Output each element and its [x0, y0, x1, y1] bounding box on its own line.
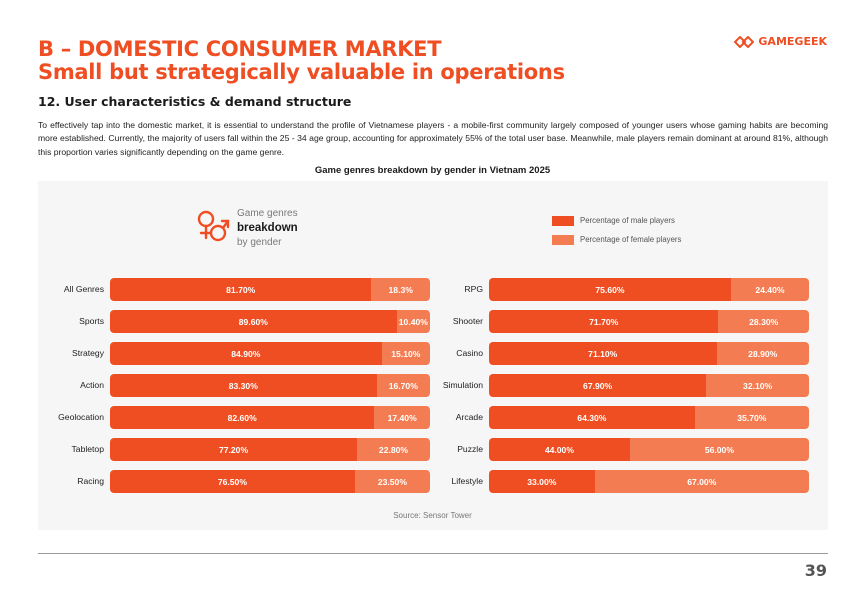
- gamegeek-logo-icon: [734, 35, 755, 48]
- page-number: 39: [804, 561, 827, 580]
- bar-row: 81.70% 18.3%: [110, 278, 430, 301]
- category-label: Geolocation: [58, 412, 104, 422]
- bar-male: 67.90%: [489, 374, 707, 397]
- category-label: Puzzle: [457, 444, 483, 454]
- intro-paragraph: To effectively tap into the domestic mar…: [38, 120, 828, 157]
- bar-male: 44.00%: [489, 438, 630, 461]
- category-label: Lifestyle: [451, 476, 483, 486]
- bar-male: 77.20%: [110, 438, 358, 461]
- bar-female: 17.40%: [374, 406, 430, 429]
- bar-male: 83.30%: [110, 374, 377, 397]
- bar-female: 28.90%: [716, 342, 809, 365]
- bar-row: 71.10% 28.90%: [489, 342, 809, 365]
- panel-label-bold: breakdown: [237, 222, 298, 234]
- page-title-line2: Small but strategically valuable in oper…: [38, 60, 565, 84]
- legend-item-male: Percentage of male players: [552, 211, 681, 230]
- bar-male: 76.50%: [110, 470, 355, 493]
- legend-label-female: Percentage of female players: [580, 235, 682, 244]
- footer-divider: [38, 553, 828, 554]
- category-label: Casino: [456, 348, 483, 358]
- panel-label-top: Game genres: [237, 208, 298, 219]
- bar-female: 10.40%: [396, 310, 430, 333]
- gamegeek-logo: GAMEGEEK: [734, 35, 827, 48]
- bar-row: 71.70% 28.30%: [489, 310, 809, 333]
- panel-label: Game genres breakdown by gender: [237, 207, 298, 250]
- category-label: Racing: [77, 476, 104, 486]
- bar-row: 89.60% 10.40%: [110, 310, 430, 333]
- bar-female: 35.70%: [694, 406, 809, 429]
- category-label: Action: [80, 380, 104, 390]
- page-title-line1: B – DOMESTIC CONSUMER MARKET: [38, 37, 442, 61]
- legend-swatch-female: [552, 234, 574, 245]
- bar-male: 71.70%: [489, 310, 719, 333]
- chart-source: Source: Sensor Tower: [393, 511, 472, 520]
- legend-label-male: Percentage of male players: [580, 216, 675, 225]
- panel-label-bottom: by gender: [237, 237, 282, 248]
- bar-female: 32.10%: [706, 374, 809, 397]
- bar-female: 16.70%: [376, 374, 430, 397]
- bar-male: 64.30%: [489, 406, 695, 429]
- category-label: RPG: [464, 284, 483, 294]
- bar-female: 28.30%: [718, 310, 809, 333]
- bar-female: 56.00%: [629, 438, 809, 461]
- bar-male: 81.70%: [110, 278, 372, 301]
- bar-female: 24.40%: [730, 278, 809, 301]
- gender-male-female-icon: [197, 210, 230, 242]
- category-label: Tabletop: [71, 444, 105, 454]
- bar-male: 89.60%: [110, 310, 397, 333]
- bar-row: 67.90% 32.10%: [489, 374, 809, 397]
- bar-female: 18.3%: [371, 278, 430, 301]
- category-label: Sports: [79, 316, 104, 326]
- bar-row: 44.00% 56.00%: [489, 438, 809, 461]
- bar-row: 33.00% 67.00%: [489, 470, 809, 493]
- category-label: Shooter: [452, 316, 483, 326]
- bar-row: 77.20% 22.80%: [110, 438, 430, 461]
- bar-row: 84.90% 15.10%: [110, 342, 430, 365]
- bar-row: 64.30% 35.70%: [489, 406, 809, 429]
- category-label: Strategy: [71, 348, 104, 358]
- bar-male: 75.60%: [489, 278, 731, 301]
- bar-row: 76.50% 23.50%: [110, 470, 430, 493]
- logo-text: GAMEGEEK: [758, 35, 827, 48]
- bar-female: 22.80%: [357, 438, 430, 461]
- section-title: 12. User characteristics & demand struct…: [38, 94, 352, 109]
- bar-female: 23.50%: [354, 470, 430, 493]
- chart-title: Game genres breakdown by gender in Vietn…: [314, 165, 551, 176]
- bar-row: 82.60% 17.40%: [110, 406, 430, 429]
- bar-female: 15.10%: [381, 342, 430, 365]
- category-label: All Genres: [63, 284, 104, 294]
- category-label: Arcade: [455, 412, 483, 422]
- bar-row: 75.60% 24.40%: [489, 278, 809, 301]
- category-label: Simulation: [442, 380, 483, 390]
- bar-male: 84.90%: [110, 342, 382, 365]
- chart-legend: Percentage of male players Percentage of…: [552, 211, 681, 249]
- legend-item-female: Percentage of female players: [552, 230, 681, 249]
- legend-swatch-male: [552, 215, 574, 226]
- bar-male: 82.60%: [110, 406, 375, 429]
- bar-male: 33.00%: [489, 470, 595, 493]
- bar-male: 71.10%: [489, 342, 717, 365]
- bar-row: 83.30% 16.70%: [110, 374, 430, 397]
- bar-female: 67.00%: [594, 470, 809, 493]
